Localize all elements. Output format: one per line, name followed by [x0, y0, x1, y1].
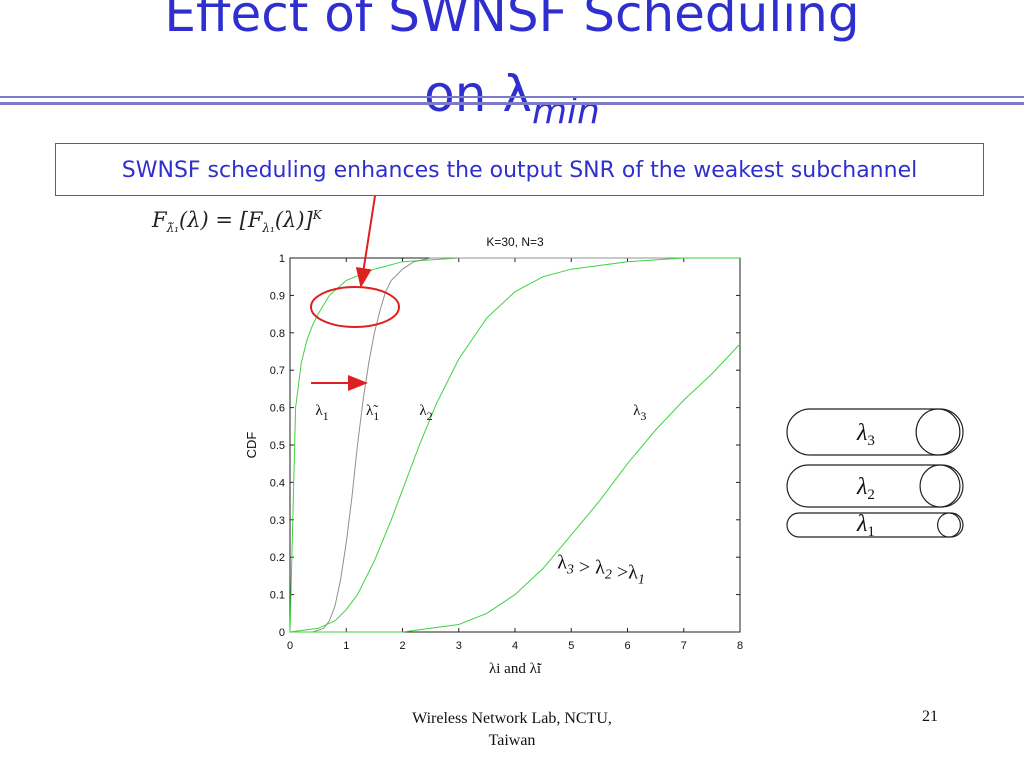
- y-tick-label: 0.5: [270, 440, 285, 452]
- pipe-body: [786, 512, 964, 538]
- pipe-label: λ3: [856, 420, 875, 449]
- x-tick-label: 6: [624, 640, 630, 652]
- series-labels: λ1 λ̃1 λ2 λ3: [315, 403, 646, 423]
- series-label: λ3: [633, 403, 646, 423]
- cdf-line: [290, 343, 741, 633]
- callout-arrow: [355, 195, 376, 288]
- pipe-label: λ2: [856, 474, 875, 503]
- x-tick-label: 3: [456, 640, 462, 652]
- formula-lhs-sub: λ̃₁: [166, 221, 179, 236]
- pipe-end-cap: [919, 464, 961, 508]
- footer-credit: Wireless Network Lab, NCTU, Taiwan: [362, 708, 662, 752]
- series-label: λ1: [315, 403, 328, 423]
- x-tick-label: 8: [737, 640, 743, 652]
- formula-lhs: F: [152, 208, 167, 232]
- pipe-end-cap: [936, 512, 961, 538]
- x-tick-label: 7: [681, 640, 687, 652]
- y-tick-label: 0.1: [270, 590, 285, 602]
- series-label: λ2: [419, 403, 432, 423]
- subchannel-pipes: λ3 λ2 λ1: [786, 408, 964, 540]
- title-prefix: on λ: [424, 65, 532, 123]
- title-rule-top: [0, 96, 1024, 98]
- x-tick-label: 2: [399, 640, 405, 652]
- x-tick-label: 5: [568, 640, 574, 652]
- slide-title-line2: on λmin: [0, 65, 1024, 132]
- formula-rhs: (λ) = [F: [179, 208, 263, 232]
- y-tick-label: 0.7: [270, 365, 285, 377]
- callout-box: SWNSF scheduling enhances the output SNR…: [55, 143, 984, 196]
- page-number: 21: [922, 708, 938, 725]
- x-tick-label: 0: [287, 640, 293, 652]
- formula-rhs-sub: λ₁: [262, 221, 275, 236]
- title-rule-bottom: [0, 102, 1024, 105]
- y-tick-label: 0.4: [270, 477, 285, 489]
- formula-rhs-end: (λ)]: [274, 208, 313, 232]
- footer-line2: Taiwan: [488, 732, 536, 749]
- y-tick-label: 0.6: [270, 403, 285, 415]
- x-tick-label: 1: [343, 640, 349, 652]
- inequality-annotation: λ3 > λ2 >λ1: [557, 551, 645, 587]
- pipe-end-cap: [915, 408, 961, 456]
- footer-line1: Wireless Network Lab, NCTU,: [412, 710, 612, 727]
- y-axis-label: CDF: [244, 432, 259, 459]
- cdf-formula: Fλ̃₁(λ) = [Fλ₁(λ)]K: [152, 208, 322, 235]
- formula-exponent: K: [312, 208, 322, 222]
- cdf-lines: [289, 257, 741, 633]
- chart-title: K=30, N=3: [486, 235, 544, 249]
- pipe-body: [786, 464, 964, 508]
- y-tick-label: 1: [279, 253, 285, 265]
- y-ticks: 0 0.1 0.2 0.3 0.4 0.5 0.6 0.7 0.8 0.9 1: [270, 253, 740, 639]
- cdf-line: [289, 257, 740, 633]
- title-subscript: min: [531, 91, 600, 132]
- highlight-ellipse: [310, 286, 400, 328]
- y-tick-label: 0: [279, 627, 285, 639]
- x-tick-label: 4: [512, 640, 518, 652]
- x-axis-label: λi and λ̃i: [489, 661, 542, 677]
- y-tick-label: 0.3: [270, 515, 285, 527]
- y-tick-label: 0.8: [270, 328, 285, 340]
- x-ticks: 0 1 2 3 4 5 6 7 8: [287, 258, 743, 652]
- y-tick-label: 0.2: [270, 552, 285, 564]
- slide-title-line1: Effect of SWNSF Scheduling: [164, 0, 860, 43]
- y-tick-label: 0.9: [270, 290, 285, 302]
- pipe-label: λ1: [856, 511, 875, 540]
- series-label: λ̃1: [366, 403, 379, 423]
- cdf-line: [289, 257, 740, 633]
- cdf-line: [290, 257, 740, 633]
